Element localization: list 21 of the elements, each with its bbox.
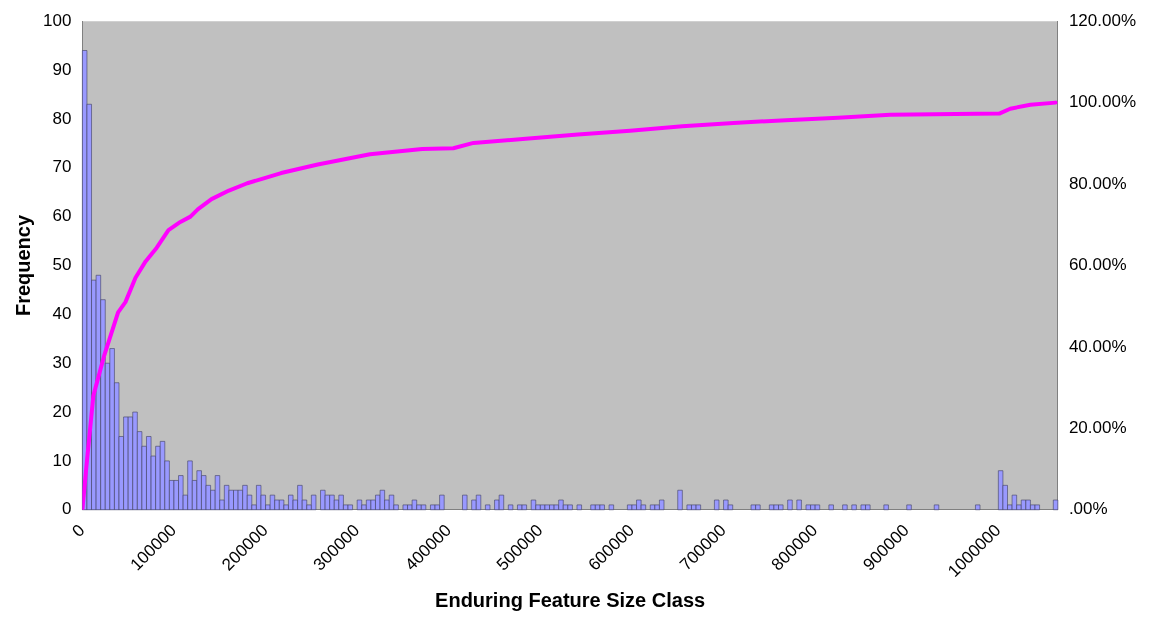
y2-tick-label: 120.00% [1068, 10, 1137, 30]
y-tick-label: 60 [52, 206, 72, 226]
y2-tick-label: 20.00% [1068, 418, 1127, 438]
y2-tick-label: 80.00% [1068, 173, 1127, 193]
y2-tick-label: 40.00% [1068, 336, 1127, 356]
y-tick-label: 0 [61, 499, 72, 519]
x-tick-label: 0 [68, 520, 89, 541]
y-tick-label: 70 [52, 157, 72, 177]
y2-tick-label: 100.00% [1068, 92, 1137, 112]
y-tick-label: 20 [52, 401, 72, 421]
y2-tick-label: 60.00% [1068, 255, 1127, 275]
y-tick-label: 40 [52, 304, 72, 324]
x-axis-title: Enduring Feature Size Class [435, 588, 706, 611]
y-axis-title: Frequency [11, 214, 34, 317]
y-tick-label: 90 [52, 59, 72, 79]
y-tick-label: 30 [52, 352, 72, 372]
y-tick-label: 50 [52, 255, 72, 275]
y-tick-label: 10 [52, 450, 72, 470]
y2-tick-label: .00% [1068, 499, 1108, 519]
y-tick-label: 80 [52, 108, 72, 128]
y-tick-label: 100 [42, 10, 72, 30]
